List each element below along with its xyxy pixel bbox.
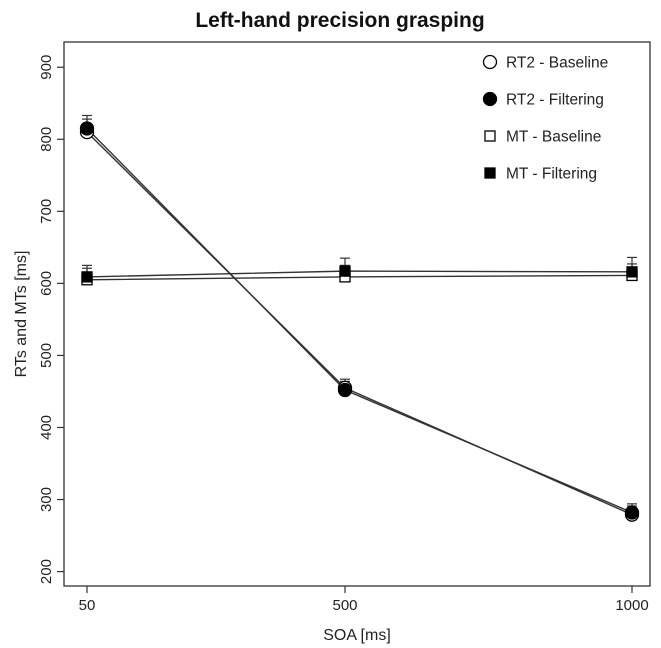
y-tick-label: 200	[38, 559, 55, 584]
legend-marker	[482, 54, 498, 70]
series-line-rt2-baseline	[86, 131, 633, 516]
legend: RT2 - Baseline RT2 - Filtering MT - Baseli…	[482, 54, 608, 183]
legend-marker	[484, 130, 496, 142]
data-point-rt2-filtering	[337, 382, 353, 398]
legend-marker	[482, 91, 498, 107]
series-line-rt2-filtering	[86, 127, 633, 514]
data-point-mt-filtering	[339, 265, 351, 277]
data-point-mt-filtering	[626, 266, 638, 278]
y-tick-label: 900	[38, 55, 55, 80]
series-lines	[86, 127, 633, 516]
y-tick-label: 700	[38, 199, 55, 224]
y-tick-label: 300	[38, 487, 55, 512]
x-tick-label: 1000	[615, 597, 648, 614]
y-tick-label: 400	[38, 415, 55, 440]
y-tick-label: 600	[38, 271, 55, 296]
legend-label: MT - Baseline	[506, 129, 601, 146]
legend-label: RT2 - Filtering	[506, 92, 604, 109]
legend-label: MT - Filtering	[506, 166, 597, 183]
x-tick-label: 50	[79, 597, 96, 614]
data-point-rt2-filtering	[624, 505, 640, 520]
chart-title: Left-hand precision grasping	[195, 9, 484, 32]
markers	[79, 121, 640, 522]
x-axis-label: SOA [ms]	[323, 627, 391, 644]
y-tick-label: 500	[38, 343, 55, 368]
legend-marker	[484, 167, 496, 179]
y-axis: 200 300 400 500 600 700 800 900	[38, 55, 64, 584]
x-tick-label: 500	[332, 597, 357, 614]
y-axis-label: RTs and MTs [ms]	[13, 251, 30, 378]
data-point-mt-filtering	[81, 271, 93, 283]
y-tick-label: 800	[38, 127, 55, 152]
legend-label: RT2 - Baseline	[506, 55, 608, 72]
plot-area	[63, 41, 651, 587]
series-line-mt-baseline	[86, 274, 633, 281]
data-point-rt2-filtering	[79, 121, 95, 136]
x-axis: 50 500 1000	[79, 586, 649, 614]
